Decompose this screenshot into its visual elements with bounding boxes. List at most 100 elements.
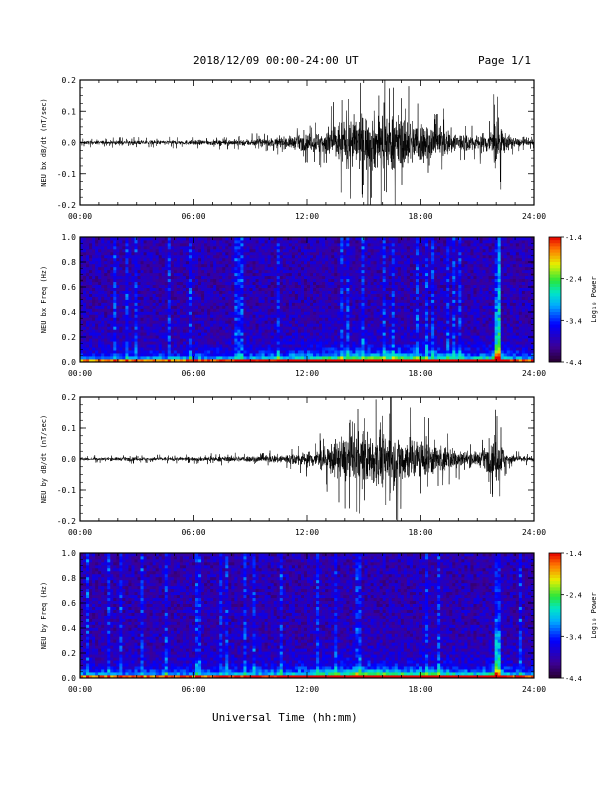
heatmap-cell: [400, 353, 405, 357]
heatmap-cell: [225, 281, 229, 286]
heatmap-cell: [270, 299, 275, 303]
heatmap-cell: [225, 329, 229, 333]
heatmap-cell: [403, 263, 408, 268]
heatmap-cell: [86, 242, 90, 247]
heatmap-cell: [252, 296, 256, 300]
heatmap-cell: [288, 323, 293, 327]
heatmap-cell: [140, 350, 144, 354]
heatmap-cell: [231, 347, 235, 351]
heatmap-cell: [418, 347, 423, 351]
heatmap-cell: [364, 314, 368, 318]
heatmap-cell: [267, 287, 272, 291]
heatmap-cell: [379, 314, 384, 318]
heatmap-cell: [313, 278, 317, 283]
heatmap-cell: [204, 326, 208, 330]
heatmap-cell: [167, 332, 172, 336]
heatmap-cell: [107, 317, 111, 321]
heatmap-cell: [243, 239, 247, 244]
heatmap-cell: [119, 353, 123, 357]
heatmap-cell: [240, 341, 244, 345]
heatmap-cell: [207, 302, 211, 306]
heatmap-cell: [95, 251, 99, 256]
heatmap-cell: [167, 341, 172, 345]
heatmap-cell: [313, 245, 317, 250]
heatmap-cell: [231, 245, 235, 250]
heatmap-cell: [300, 356, 305, 360]
heatmap-cell: [137, 338, 141, 342]
heatmap-cell: [267, 341, 272, 345]
heatmap-cell: [391, 296, 396, 300]
heatmap-cell: [249, 266, 253, 271]
heatmap-cell: [198, 272, 202, 277]
heatmap-cell: [146, 290, 151, 294]
heatmap-cell: [173, 257, 178, 262]
heatmap-cell: [89, 308, 93, 312]
heatmap-cell: [195, 251, 199, 256]
heatmap-cell: [143, 269, 147, 274]
heatmap-cell: [95, 254, 99, 259]
heatmap-cell: [297, 356, 302, 360]
heatmap-cell: [403, 266, 408, 271]
heatmap-cell: [325, 263, 329, 268]
heatmap-cell: [137, 356, 141, 360]
heatmap-cell: [310, 320, 314, 324]
heatmap-cell: [303, 356, 308, 360]
heatmap-cell: [422, 359, 426, 363]
heatmap-cell: [343, 284, 347, 288]
heatmap-cell: [95, 344, 99, 348]
heatmap-cell: [394, 305, 399, 309]
heatmap-cell: [415, 347, 420, 351]
heatmap-cell: [104, 287, 108, 291]
heatmap-cell: [92, 317, 96, 321]
heatmap-cell: [255, 314, 259, 318]
heatmap-cell: [249, 356, 253, 360]
heatmap-cell: [243, 356, 247, 360]
heatmap-cell: [261, 281, 266, 286]
heatmap-cell: [307, 329, 311, 333]
heatmap-cell: [182, 278, 187, 283]
heatmap-cell: [201, 269, 205, 274]
heatmap-cell: [101, 347, 105, 351]
heatmap-cell: [267, 296, 272, 300]
heatmap-cell: [198, 248, 202, 253]
heatmap-cell: [418, 308, 423, 312]
heatmap-cell: [258, 284, 262, 288]
heatmap-cell: [176, 257, 181, 262]
heatmap-cell: [361, 239, 365, 244]
heatmap-cell: [316, 281, 320, 286]
heatmap-cell: [412, 263, 417, 268]
heatmap-cell: [316, 257, 320, 262]
heatmap-cell: [294, 332, 299, 336]
heatmap-cell: [364, 290, 368, 294]
heatmap-cell: [300, 251, 305, 256]
heatmap-cell: [388, 248, 393, 253]
heatmap-cell: [107, 311, 111, 315]
heatmap-cell: [119, 326, 123, 330]
heatmap-cell: [155, 251, 160, 256]
heatmap-cell: [261, 332, 266, 336]
heatmap-cell: [322, 263, 326, 268]
heatmap-cell: [388, 305, 393, 309]
heatmap-cell: [167, 237, 172, 241]
heatmap-cell: [98, 254, 102, 259]
heatmap-cell: [370, 320, 374, 324]
heatmap-cell: [149, 359, 154, 363]
heatmap-cell: [422, 284, 426, 288]
heatmap-cell: [316, 344, 320, 348]
heatmap-cell: [409, 338, 414, 342]
heatmap-cell: [307, 320, 311, 324]
heatmap-cell: [131, 302, 135, 306]
heatmap-cell: [425, 359, 429, 363]
heatmap-cell: [222, 251, 226, 256]
heatmap-cell: [252, 254, 256, 259]
heatmap-cell: [319, 338, 323, 342]
heatmap-cell: [267, 239, 272, 244]
heatmap-cell: [340, 338, 344, 342]
heatmap-cell: [422, 237, 426, 241]
heatmap-cell: [288, 254, 293, 259]
heatmap-cell: [222, 338, 226, 342]
heatmap-cell: [246, 356, 250, 360]
heatmap-cell: [394, 251, 399, 256]
heatmap-cell: [276, 296, 281, 300]
heatmap-cell: [80, 314, 84, 318]
